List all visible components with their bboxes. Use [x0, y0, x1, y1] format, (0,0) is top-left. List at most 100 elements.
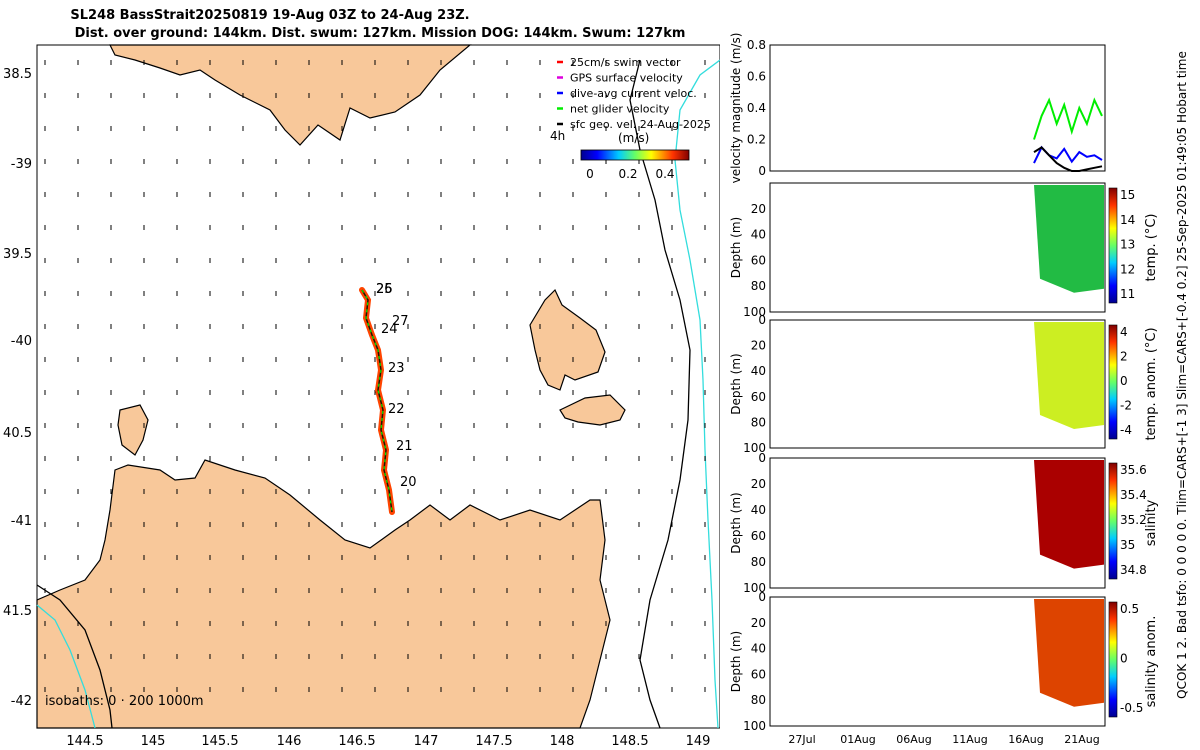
colorbar-tick: 0 — [1120, 374, 1128, 388]
panel-ylabel: Depth (m) — [729, 631, 743, 692]
legend-label: 25cm/s swim vector — [570, 56, 681, 69]
land-king-island — [117, 404, 149, 456]
land-victoria — [109, 44, 472, 146]
colorbar-tick: 14 — [1120, 213, 1135, 227]
lon-tick: 148 — [550, 734, 575, 749]
legend-label: sfc geo. vel. 24-Aug-2025 — [570, 118, 711, 131]
cbar-tick: 0.4 — [655, 167, 674, 181]
land-layer — [36, 44, 626, 729]
isobath-200-west — [36, 584, 113, 729]
series-line — [1033, 146, 1103, 172]
colorbar-label: salinity anom. — [1144, 616, 1159, 708]
side-note-text: QCOK 1 2. Bad tsfo: 0 0 0 0 0. Tlim=CARS… — [1175, 51, 1189, 699]
panel-frame — [769, 44, 1106, 172]
panel-ylabel: Depth (m) — [729, 353, 743, 414]
legend-label: net glider velocity — [570, 103, 670, 116]
lon-tick: 146.5 — [338, 734, 375, 749]
panel-ytick: 60 — [751, 253, 766, 267]
panel-ylabel: Depth (m) — [729, 492, 743, 553]
day-label-24: 24 — [381, 322, 398, 337]
panel-ytick: 0.4 — [747, 101, 766, 115]
panel-ytick: 20 — [751, 477, 766, 491]
colorbar-tick: 34.8 — [1120, 563, 1147, 577]
track-net-velocity — [361, 289, 393, 513]
series-line — [1033, 97, 1103, 140]
lon-tick: 145.5 — [201, 734, 238, 749]
map-lat-ticks: 38.5 -39 39.5 -40 40.5 -41 41.5 -42 — [3, 67, 32, 709]
plot-title-line1: SL248 BassStrait20250819 19-Aug 03Z to 2… — [70, 8, 470, 23]
map-legend: 25cm/s swim vector GPS surface velocity di… — [557, 56, 711, 131]
panel-colorbar — [1108, 324, 1118, 440]
legend-4h: 4h — [550, 129, 565, 143]
glider-map: 25 26 24 27 23 22 21 20 144.5 145 145.5 … — [3, 44, 720, 749]
lat-tick: 39.5 — [3, 247, 32, 262]
time-series-panels: velocity magnitude (m/s) 0 0.2 0.4 0.6 0.8 Dep… — [729, 33, 1159, 746]
lat-tick: 41.5 — [3, 604, 32, 619]
colorbar-tick: -0.5 — [1120, 701, 1143, 715]
panel-ytick: 20 — [751, 202, 766, 216]
panel-ytick: 40 — [751, 364, 766, 378]
cbar-tick: 0 — [586, 167, 594, 181]
time-tick: 11Aug — [952, 733, 987, 746]
day-label-20: 20 — [400, 475, 417, 490]
time-tick: 16Aug — [1008, 733, 1043, 746]
panel-ytick: 80 — [751, 415, 766, 429]
section-fill — [1034, 599, 1104, 707]
colorbar-label: salinity — [1144, 499, 1159, 546]
time-tick: 06Aug — [896, 733, 931, 746]
day-label-21: 21 — [396, 439, 413, 454]
panel-colorbar — [1108, 601, 1118, 718]
lat-tick: 38.5 — [3, 67, 32, 82]
panel-ytick: 100 — [743, 441, 766, 455]
lat-tick: 40.5 — [3, 426, 32, 441]
lon-tick: 149 — [686, 734, 711, 749]
colorbar-tick: 35.4 — [1120, 488, 1147, 502]
section-fill — [1034, 460, 1104, 569]
legend-label: GPS surface velocity — [570, 72, 683, 85]
colorbar-tick: -2 — [1120, 399, 1132, 413]
day-label-27: 27 — [392, 314, 409, 329]
day-label-22: 22 — [388, 402, 405, 417]
panel-ytick: 80 — [751, 555, 766, 569]
panel-ytick: 0 — [758, 590, 766, 604]
colorbar-tick: 0 — [1120, 652, 1128, 666]
legend-label: dive-avg current veloc. — [570, 87, 697, 100]
lat-tick: -39 — [11, 157, 32, 172]
isobath-note: isobaths: 0 · 200 1000m — [45, 694, 204, 709]
plot-title-line2: Dist. over ground: 144km. Dist. swum: 12… — [74, 26, 686, 41]
time-tick: 27Jul — [788, 733, 815, 746]
land-flinders-island — [529, 288, 606, 391]
panel-ytick: 0 — [758, 313, 766, 327]
cbar-tick: 0.2 — [618, 167, 637, 181]
panel-colorbar — [1108, 462, 1118, 580]
isobath-1000-west — [36, 604, 96, 729]
panel-ytick: 40 — [751, 228, 766, 242]
lon-tick: 147 — [414, 734, 439, 749]
lat-tick: -42 — [11, 694, 32, 709]
lon-tick: 148.5 — [611, 734, 648, 749]
colorbar-tick: 35 — [1120, 538, 1135, 552]
panel-ytick: 20 — [751, 339, 766, 353]
colorbar-tick: 2 — [1120, 350, 1128, 364]
panel-ytick: 0.2 — [747, 133, 766, 147]
glider-track — [359, 287, 395, 515]
panel-ylabel: velocity magnitude (m/s) — [729, 33, 743, 184]
panel-ytick: 80 — [751, 693, 766, 707]
colorbar-tick: 12 — [1120, 262, 1135, 276]
colorbar-tick: -4 — [1120, 423, 1132, 437]
panel-ylabel: Depth (m) — [729, 217, 743, 278]
lon-tick: 144.5 — [66, 734, 103, 749]
panel-ytick: 0.8 — [747, 38, 766, 52]
panel-ytick: 80 — [751, 279, 766, 293]
section-fill — [1034, 322, 1104, 429]
panel-ytick: 20 — [751, 616, 766, 630]
colorbar-tick: 35.6 — [1120, 463, 1147, 477]
panel-ytick: 0 — [758, 164, 766, 178]
colorbar-tick: 0.5 — [1120, 602, 1139, 616]
lat-tick: -40 — [11, 334, 32, 349]
track-day-labels: 25 26 24 27 23 22 21 20 — [376, 282, 417, 490]
panel-ytick: 0 — [758, 451, 766, 465]
panel-ytick: 40 — [751, 503, 766, 517]
panel-colorbar — [1108, 187, 1118, 304]
map-lon-ticks: 144.5 145 145.5 146 146.5 147 147.5 148 … — [66, 734, 710, 749]
